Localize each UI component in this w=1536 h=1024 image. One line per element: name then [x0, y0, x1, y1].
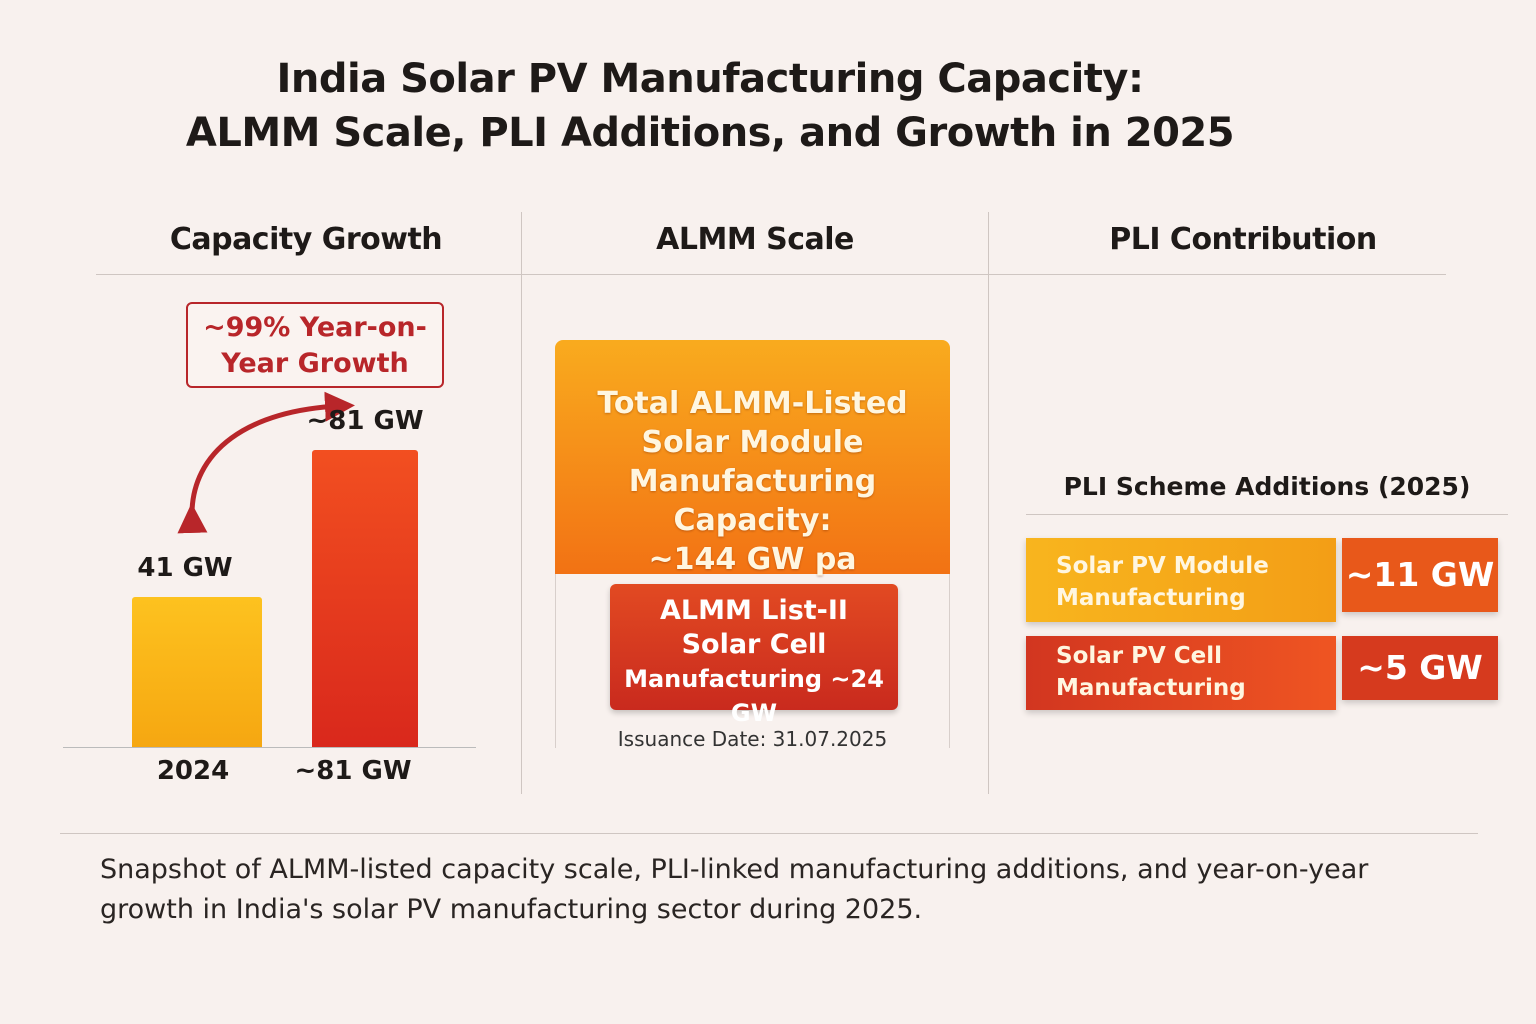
data-label: 41 GW — [137, 552, 233, 583]
data-label: ~81 GW — [306, 406, 424, 436]
column-heading-almm: ALMM Scale — [656, 222, 854, 257]
footer-divider — [60, 833, 1478, 834]
pli-heading: PLI Scheme Additions (2025) — [1063, 472, 1471, 501]
pli-item-module: Solar PV Module Manufacturing — [1026, 538, 1336, 622]
growth-annotation: ~99% Year-on- Year Growth — [186, 302, 444, 388]
x-tick-label: 2024 — [156, 756, 230, 786]
growth-arrow-icon — [177, 391, 355, 534]
column-divider — [988, 212, 989, 794]
column-heading-growth: Capacity Growth — [169, 222, 443, 257]
column-heading-pli: PLI Contribution — [1109, 222, 1377, 257]
pli-value-module: ~11 GW — [1342, 538, 1498, 612]
footer-caption: Snapshot of ALMM-listed capacity scale, … — [100, 854, 1369, 925]
almm-total-card: Total ALMM-Listed Solar Module Manufactu… — [555, 340, 950, 577]
x-axis — [63, 747, 476, 748]
column-divider — [521, 212, 522, 794]
bar-0 — [132, 596, 262, 747]
almm-cell-card: ALMM List-II Solar Cell Manufacturing ~2… — [610, 584, 898, 727]
pli-item-cell: Solar PV Cell Manufacturing — [1026, 636, 1336, 710]
x-tick-label: ~81 GW — [294, 756, 412, 786]
bar-1 — [312, 450, 418, 747]
page-title: India Solar PV Manufacturing Capacity: A… — [185, 56, 1235, 156]
issuance-date: Issuance Date: 31.07.2025 — [617, 727, 888, 751]
almm-frame — [555, 574, 950, 748]
pli-divider — [1026, 514, 1508, 515]
header-divider — [96, 274, 1446, 275]
pli-value-cell: ~5 GW — [1342, 636, 1498, 700]
